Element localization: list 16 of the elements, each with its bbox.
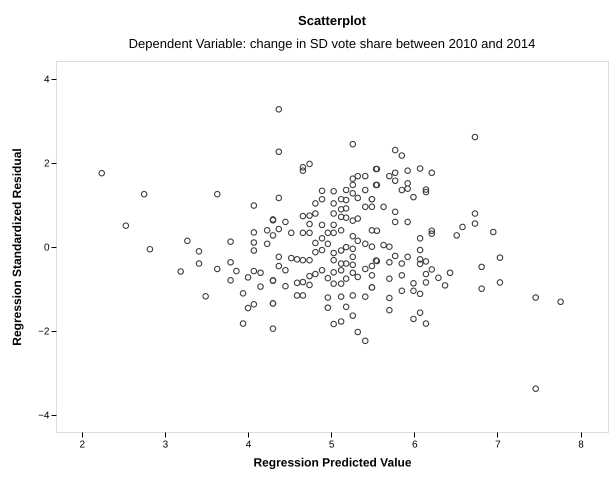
y-axis-title: Regression Standardized Residual	[10, 148, 24, 346]
x-tick-label: 2	[79, 440, 86, 450]
x-tick-label: 6	[412, 440, 418, 450]
chart-subtitle: Dependent Variable: change in SD vote share between 2010 and 2014	[128, 36, 536, 51]
y-tick-label: −2	[38, 326, 50, 338]
x-tick-label: 8	[578, 440, 584, 450]
x-tick-label: 3	[162, 440, 169, 450]
x-tick-label: 4	[246, 440, 252, 450]
y-tick-label: 4	[44, 74, 50, 86]
x-tick-label: 7	[495, 440, 502, 450]
x-tick-label: 5	[328, 440, 335, 450]
x-axis-title: Regression Predicted Value	[253, 456, 412, 470]
chart-title: Scatterplot	[298, 13, 367, 28]
y-tick-label: 0	[44, 242, 50, 254]
y-tick-label: 2	[44, 158, 50, 170]
y-tick-label: −4	[38, 410, 50, 422]
